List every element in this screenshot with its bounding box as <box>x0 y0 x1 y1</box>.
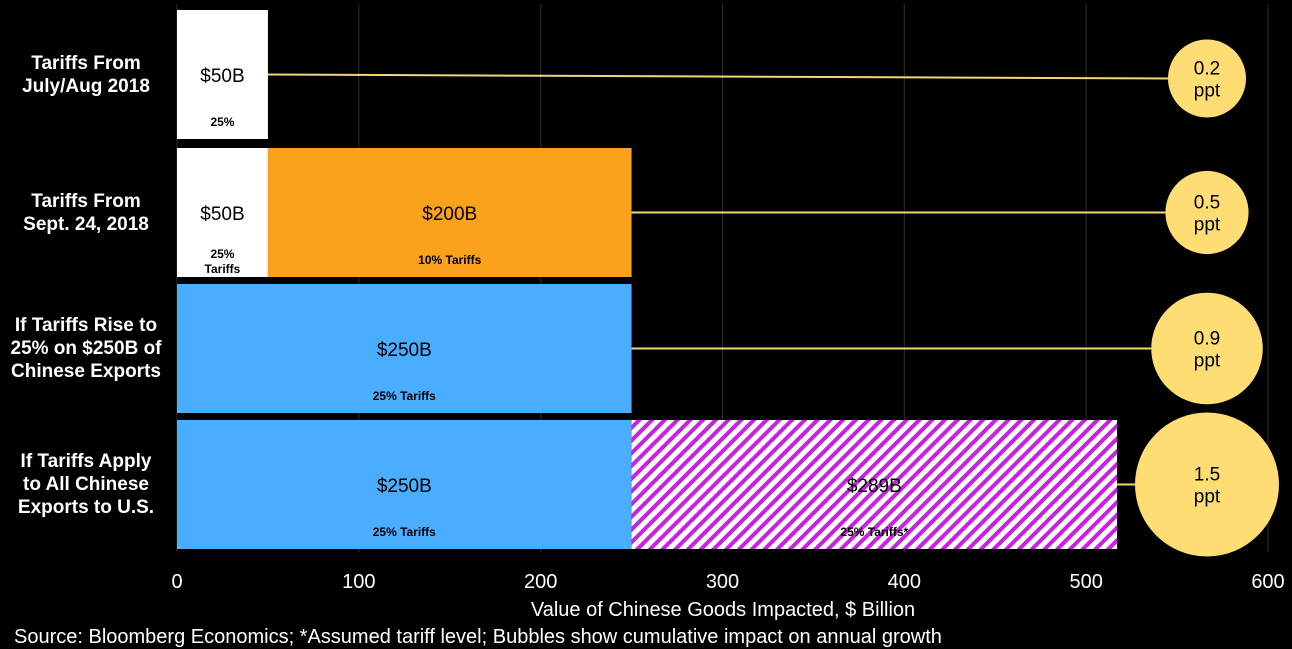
bar-segment <box>177 10 268 139</box>
bubble-label: 0.2 <box>1194 59 1220 80</box>
row-label: If Tariffs Apply to All Chinese Exports to… <box>0 450 172 519</box>
bar-value-label: $50B <box>200 66 244 87</box>
bar-value-label: $289B <box>847 476 902 497</box>
row-label-line: If Tariffs Apply <box>20 451 152 472</box>
x-axis-label: Value of Chinese Goods Impacted, $ Billi… <box>531 599 915 621</box>
row-label: If Tariffs Rise to 25% on $250B of Chinese… <box>0 314 172 383</box>
impact-bubble <box>1135 412 1279 557</box>
x-tick-label: 0 <box>171 571 182 593</box>
bubble-label: ppt <box>1194 215 1221 236</box>
row-label-line: Sept. 24, 2018 <box>23 213 149 235</box>
bar-value-label: $50B <box>200 204 244 225</box>
bar-tariff-label: 25% <box>210 247 234 261</box>
row-label-line: If Tariffs Rise to <box>14 315 158 336</box>
bar-tariff-label: 10% Tariffs <box>418 253 481 267</box>
row-label-line: Tariffs From <box>31 52 141 74</box>
bubble-connectors <box>267 73 1169 486</box>
bubble-label: 0.9 <box>1194 329 1220 350</box>
x-tick-label: 200 <box>524 571 557 593</box>
bubble-label: ppt <box>1194 81 1221 102</box>
impact-bubble <box>1151 292 1263 405</box>
x-tick-label: 600 <box>1251 571 1284 593</box>
bar-segment <box>631 420 1118 549</box>
row-label-line: July/Aug 2018 <box>22 75 150 97</box>
row-label-line: Exports to U.S. <box>17 497 155 518</box>
bar-segment <box>177 148 268 277</box>
impact-bubble <box>1165 170 1249 255</box>
x-axis-ticks: 0 100 200 300 400 500 600 <box>171 571 1284 593</box>
row-label-line: Tariffs From <box>31 190 141 212</box>
bar-tariff-label: 25% Tariffs <box>373 389 436 403</box>
source-note: Source: Bloomberg Economics; *Assumed ta… <box>14 626 942 648</box>
bubble-connector <box>267 73 1169 80</box>
x-tick-label: 300 <box>706 571 739 593</box>
bar-tariff-label: 25% Tariffs <box>373 525 436 539</box>
x-tick-label: 500 <box>1069 571 1102 593</box>
row-label-line: 25% on $250B of <box>10 338 162 359</box>
bubble-label: 0.5 <box>1194 193 1220 214</box>
x-tick-label: 100 <box>342 571 375 593</box>
row-label-line: Chinese Exports <box>11 361 161 382</box>
bar-value-label: $200B <box>422 204 477 225</box>
row-label: Tariffs From Sept. 24, 2018 <box>0 190 172 236</box>
impact-bubble <box>1168 39 1246 118</box>
bar-tariff-label: Tariffs <box>205 262 241 276</box>
bubble-label: ppt <box>1194 487 1221 508</box>
bar-segment <box>267 148 632 277</box>
bar-value-label: $250B <box>377 476 432 497</box>
row-label-line: to All Chinese <box>23 474 149 495</box>
x-tick-label: 400 <box>888 571 921 593</box>
bubble-label: 1.5 <box>1194 465 1220 486</box>
bar-value-label: $250B <box>377 340 432 361</box>
bar-tariff-label: 25% <box>210 115 234 129</box>
bar-segment <box>177 284 632 413</box>
row-label: Tariffs From July/Aug 2018 <box>0 52 172 98</box>
bar-segment <box>177 420 632 549</box>
grid-lines <box>176 4 1269 552</box>
bar-tariff-label: 25% Tariffs* <box>840 525 908 539</box>
bubble-label: ppt <box>1194 351 1221 372</box>
